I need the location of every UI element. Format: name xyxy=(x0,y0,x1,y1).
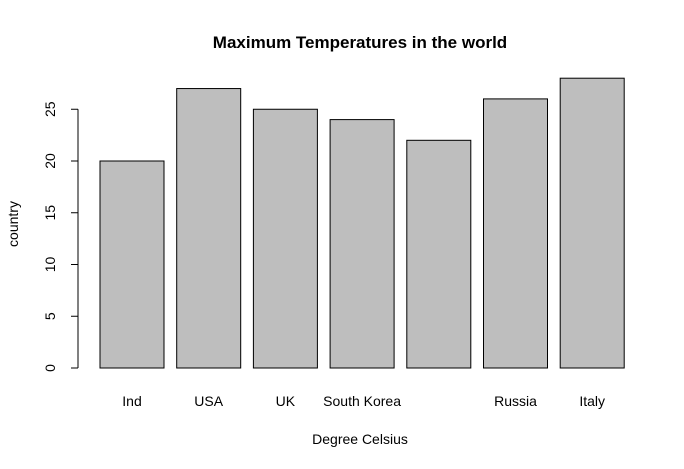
bars xyxy=(99,77,625,369)
bar xyxy=(99,160,165,369)
x-tick-label: Italy xyxy=(579,393,605,409)
bar xyxy=(329,119,395,369)
x-tick-label: Ind xyxy=(122,393,141,409)
y-axis-label: country xyxy=(5,201,21,247)
x-axis-label: Degree Celsius xyxy=(312,431,408,447)
x-tick-label: Russia xyxy=(494,393,537,409)
x-tick-label: South Korea xyxy=(323,393,401,409)
x-tick-label: UK xyxy=(276,393,296,409)
bar xyxy=(483,98,548,369)
x-tick-labels: Ind USA UK South Korea Russia Italy xyxy=(122,393,605,409)
chart-title: Maximum Temperatures in the world xyxy=(213,33,507,52)
y-tick-label: 10 xyxy=(42,257,58,273)
bar xyxy=(252,108,318,369)
y-tick-label: 15 xyxy=(42,205,58,221)
bar xyxy=(406,139,472,369)
y-tick-label: 25 xyxy=(42,101,58,117)
y-tick-label: 0 xyxy=(42,364,58,372)
y-tick-label: 5 xyxy=(42,312,58,320)
y-tick-label: 20 xyxy=(42,153,58,169)
x-tick-label: USA xyxy=(194,393,223,409)
bar xyxy=(176,88,242,369)
y-axis: 0 5 10 15 20 25 xyxy=(42,101,79,372)
bar xyxy=(559,77,625,369)
